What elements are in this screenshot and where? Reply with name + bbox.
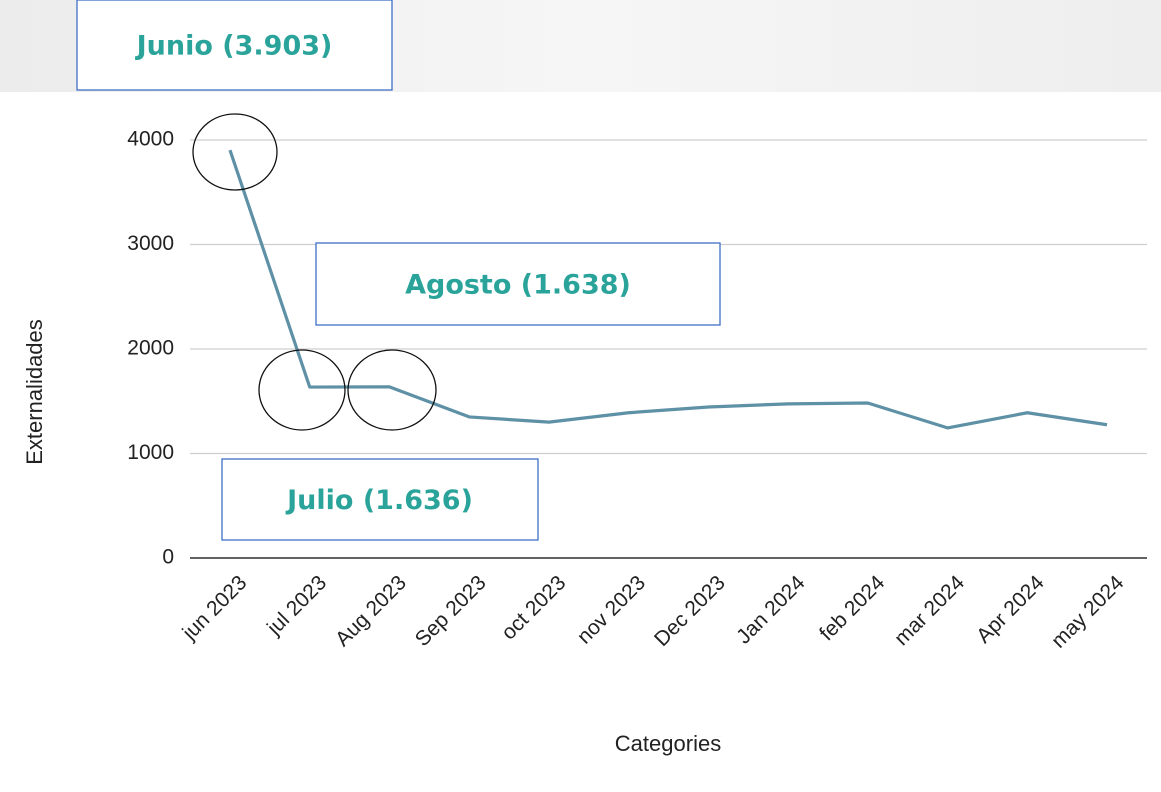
annotation-text: Agosto (1.638) [405, 270, 631, 301]
annotation-box [221, 458, 539, 541]
annotation-box [76, 0, 393, 91]
y-tick-label: 4000 [127, 128, 174, 151]
highlight-circle [347, 349, 437, 431]
y-tick-label: 1000 [127, 441, 174, 464]
y-tick-label: 0 [162, 546, 174, 569]
x-axis-title: Categories [615, 731, 721, 756]
x-tick-label: may 2024 [1047, 571, 1129, 653]
annotation-text: Junio (3.903) [135, 31, 333, 62]
y-axis-title: Externalidades [22, 319, 47, 465]
y-tick-label: 2000 [127, 337, 174, 360]
x-tick-label: Dec 2023 [650, 571, 730, 651]
annotation-text: Julio (1.636) [285, 485, 473, 516]
x-tick-label: feb 2024 [815, 571, 889, 645]
plot-area: 0 1000 2000 3000 4000 jun 2023 jul 2023 Aug 202… [127, 128, 1147, 653]
x-tick-label: oct 2023 [497, 571, 570, 644]
x-tick-label: mar 2024 [890, 571, 969, 650]
x-tick-label: jul 2023 [262, 571, 331, 640]
x-tick-label: Jan 2024 [732, 571, 810, 649]
highlight-circle [192, 113, 278, 191]
x-tick-label: Apr 2024 [972, 571, 1049, 648]
annotation-box [315, 242, 721, 326]
x-tick-label: jun 2023 [178, 571, 252, 645]
x-tick-label: Sep 2023 [411, 571, 491, 651]
y-tick-label: 3000 [127, 232, 174, 255]
highlight-circle [258, 349, 346, 431]
data-line [228, 149, 1108, 430]
x-tick-label: nov 2023 [573, 571, 650, 648]
x-tick-label: Aug 2023 [331, 571, 411, 651]
